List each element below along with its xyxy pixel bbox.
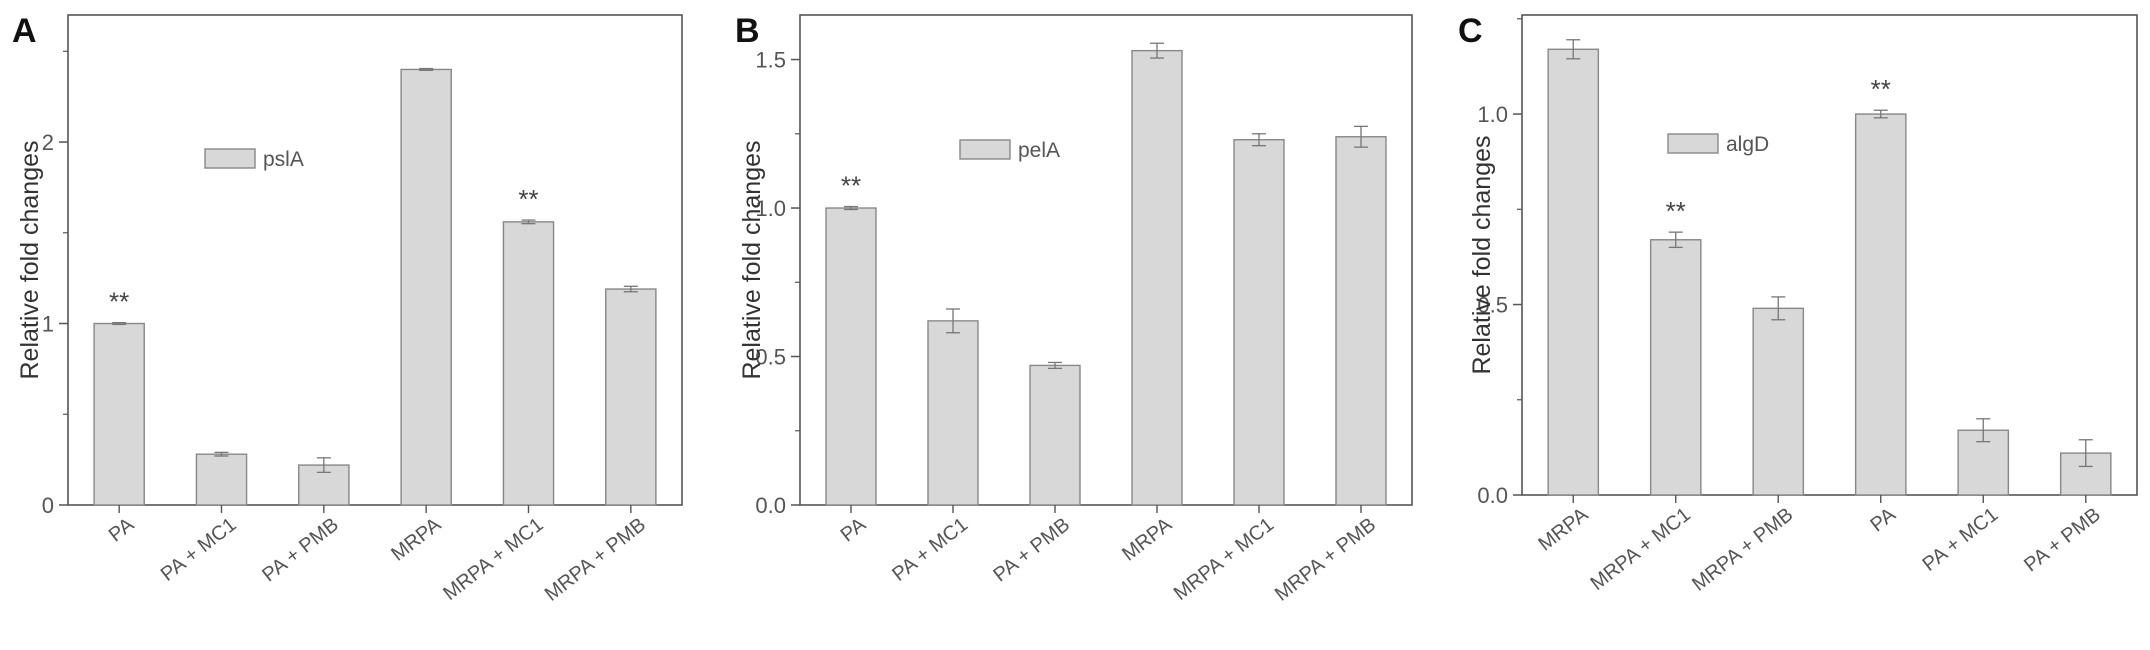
significance-label: **	[109, 287, 129, 317]
bar	[1335, 136, 1387, 506]
category-label: PA + PMB	[2020, 504, 2105, 577]
category-label: MRPA + MC1	[1587, 504, 1695, 595]
panel-letter: C	[1458, 12, 1483, 50]
category-label: MRPA + PMB	[541, 514, 650, 606]
plot-frame	[67, 14, 683, 506]
plot-frame	[1521, 14, 2138, 496]
legend-swatch	[959, 139, 1011, 160]
legend-label: pslA	[263, 148, 304, 171]
bar	[1649, 239, 1702, 496]
y-axis-label: Relative fold changes	[16, 140, 44, 379]
y-tick-label: 0.0	[1477, 483, 1508, 508]
category-label: MRPA + MC1	[439, 514, 547, 605]
legend-label: pelA	[1018, 139, 1060, 162]
bar	[1854, 113, 1907, 496]
y-tick-label: 0.5	[1477, 293, 1508, 318]
plot-frame	[799, 14, 1413, 506]
panel-letter: B	[735, 12, 760, 50]
bar	[825, 207, 877, 506]
panel-letter: A	[12, 12, 37, 50]
bar	[502, 221, 555, 506]
y-tick-label: 1	[42, 312, 54, 337]
category-label: MRPA	[1534, 503, 1592, 555]
category-label: MRPA + PMB	[1271, 514, 1380, 606]
category-label: MRPA + MC1	[1170, 514, 1278, 605]
legend-swatch	[1667, 133, 1719, 154]
significance-label: **	[841, 171, 861, 201]
bar	[1131, 49, 1183, 506]
category-label: MRPA + PMB	[1688, 504, 1797, 596]
bar	[1233, 139, 1285, 506]
significance-label: **	[518, 184, 538, 214]
bar	[927, 320, 979, 506]
bar	[1752, 307, 1805, 496]
category-label: PA + MC1	[888, 514, 972, 586]
legend-label: algD	[1726, 133, 1769, 156]
bar	[93, 322, 145, 506]
category-label: PA	[837, 513, 871, 546]
bar	[1547, 48, 1600, 496]
chart-panel-b: B 0.0 0.5 1.0 1.5 Relative fold changes PA ** PA…	[735, 12, 1413, 606]
legend-swatch	[204, 148, 256, 169]
y-tick-label: 1.0	[755, 196, 786, 221]
y-tick-label: 1.5	[755, 48, 786, 73]
bar	[195, 453, 248, 506]
bar	[1029, 364, 1081, 506]
bar	[400, 68, 452, 506]
y-axis-label: Relative fold changes	[738, 140, 766, 379]
significance-label: **	[1666, 196, 1686, 226]
category-label: PA	[1866, 503, 1900, 536]
y-tick-label: 2	[42, 130, 54, 155]
y-tick-label: 1.0	[1477, 102, 1508, 127]
y-axis-label: Relative fold changes	[1468, 135, 1496, 374]
category-label: PA	[105, 513, 139, 546]
y-tick-label: 0	[42, 493, 54, 518]
y-tick-label: 0.5	[755, 345, 786, 370]
category-label: PA + PMB	[989, 514, 1074, 587]
category-label: PA + PMB	[258, 514, 343, 587]
category-label: MRPA	[387, 513, 445, 565]
bar	[605, 288, 657, 506]
category-label: PA + MC1	[157, 514, 241, 586]
y-tick-label: 0.0	[755, 493, 786, 518]
category-label: MRPA	[1118, 513, 1176, 565]
category-label: PA + MC1	[1919, 504, 2003, 576]
significance-label: **	[1871, 74, 1891, 104]
